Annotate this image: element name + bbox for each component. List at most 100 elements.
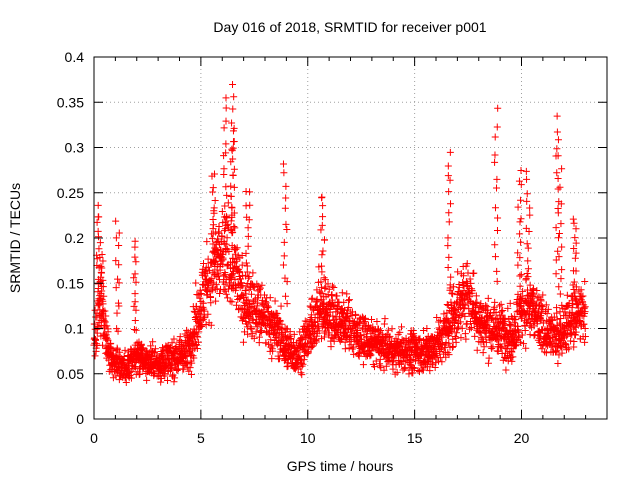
data-point bbox=[482, 338, 490, 346]
data-point bbox=[279, 261, 287, 269]
data-point bbox=[229, 80, 237, 88]
data-point bbox=[384, 357, 392, 365]
data-point bbox=[242, 259, 250, 267]
data-point bbox=[204, 255, 212, 263]
data-point bbox=[443, 300, 451, 308]
data-point bbox=[493, 347, 501, 355]
data-point bbox=[307, 311, 315, 319]
data-point bbox=[227, 182, 235, 190]
data-point bbox=[479, 338, 487, 346]
data-point bbox=[517, 215, 525, 223]
data-point bbox=[460, 286, 468, 294]
data-point bbox=[333, 292, 341, 300]
data-point bbox=[466, 318, 474, 326]
data-point bbox=[112, 234, 120, 242]
data-point bbox=[280, 252, 288, 260]
data-point bbox=[471, 332, 479, 340]
data-point bbox=[301, 317, 309, 325]
data-point bbox=[298, 371, 306, 379]
data-point bbox=[572, 267, 580, 275]
data-point bbox=[132, 258, 140, 266]
data-point bbox=[556, 183, 564, 191]
data-point bbox=[221, 202, 229, 210]
data-point bbox=[115, 279, 123, 287]
data-point bbox=[517, 196, 525, 204]
data-point bbox=[405, 370, 413, 378]
data-point bbox=[491, 298, 499, 306]
data-point bbox=[431, 364, 439, 372]
data-point bbox=[283, 300, 291, 308]
data-point bbox=[319, 213, 327, 221]
data-point bbox=[279, 160, 287, 168]
data-point bbox=[554, 175, 562, 183]
data-point bbox=[493, 184, 501, 192]
data-point bbox=[327, 343, 335, 351]
data-point bbox=[323, 311, 331, 319]
data-point bbox=[523, 190, 531, 198]
data-point bbox=[523, 269, 531, 277]
data-point bbox=[278, 320, 286, 328]
data-point bbox=[194, 291, 202, 299]
data-point bbox=[460, 304, 468, 312]
data-point bbox=[497, 300, 505, 308]
data-point bbox=[516, 254, 524, 262]
data-point bbox=[496, 342, 504, 350]
data-point bbox=[149, 338, 157, 346]
data-point bbox=[245, 285, 253, 293]
data-point bbox=[227, 217, 235, 225]
data-point bbox=[98, 287, 106, 295]
data-point bbox=[318, 289, 326, 297]
data-point bbox=[317, 226, 325, 234]
data-point bbox=[212, 281, 220, 289]
data-point bbox=[345, 297, 353, 305]
data-point bbox=[553, 309, 561, 317]
data-point bbox=[353, 330, 361, 338]
data-point bbox=[229, 172, 237, 180]
data-point bbox=[435, 318, 443, 326]
data-point bbox=[368, 315, 376, 323]
data-point bbox=[569, 281, 577, 289]
data-point bbox=[448, 343, 456, 351]
data-point bbox=[232, 245, 240, 253]
data-point bbox=[130, 325, 138, 333]
data-point bbox=[310, 318, 318, 326]
data-point bbox=[491, 133, 499, 141]
data-point bbox=[554, 152, 562, 160]
data-point bbox=[131, 237, 139, 245]
data-point bbox=[228, 119, 236, 127]
data-point bbox=[256, 286, 264, 294]
data-point bbox=[553, 112, 561, 120]
data-point bbox=[244, 296, 252, 304]
data-point bbox=[229, 105, 237, 113]
data-point bbox=[222, 183, 230, 191]
data-point bbox=[518, 312, 526, 320]
data-point bbox=[168, 364, 176, 372]
data-point bbox=[376, 326, 384, 334]
data-point bbox=[501, 321, 509, 329]
data-point bbox=[462, 335, 470, 343]
data-point bbox=[131, 298, 139, 306]
data-point bbox=[493, 277, 501, 285]
data-point bbox=[329, 282, 336, 290]
data-point bbox=[581, 277, 589, 285]
data-point bbox=[448, 315, 456, 323]
data-point bbox=[267, 336, 275, 344]
data-point bbox=[221, 280, 229, 288]
data-point bbox=[446, 281, 454, 289]
data-point bbox=[229, 255, 237, 263]
data-point bbox=[344, 313, 352, 320]
data-point bbox=[268, 355, 276, 363]
data-point bbox=[437, 333, 445, 341]
data-point bbox=[209, 184, 217, 192]
data-point bbox=[531, 305, 539, 313]
data-point bbox=[164, 377, 172, 385]
data-point bbox=[493, 123, 501, 131]
data-point bbox=[208, 235, 216, 243]
data-point bbox=[576, 317, 584, 325]
data-point bbox=[244, 232, 252, 240]
data-point bbox=[226, 297, 234, 305]
data-point bbox=[444, 242, 452, 250]
data-point bbox=[509, 353, 517, 361]
data-point bbox=[304, 348, 312, 356]
data-point bbox=[228, 298, 236, 306]
